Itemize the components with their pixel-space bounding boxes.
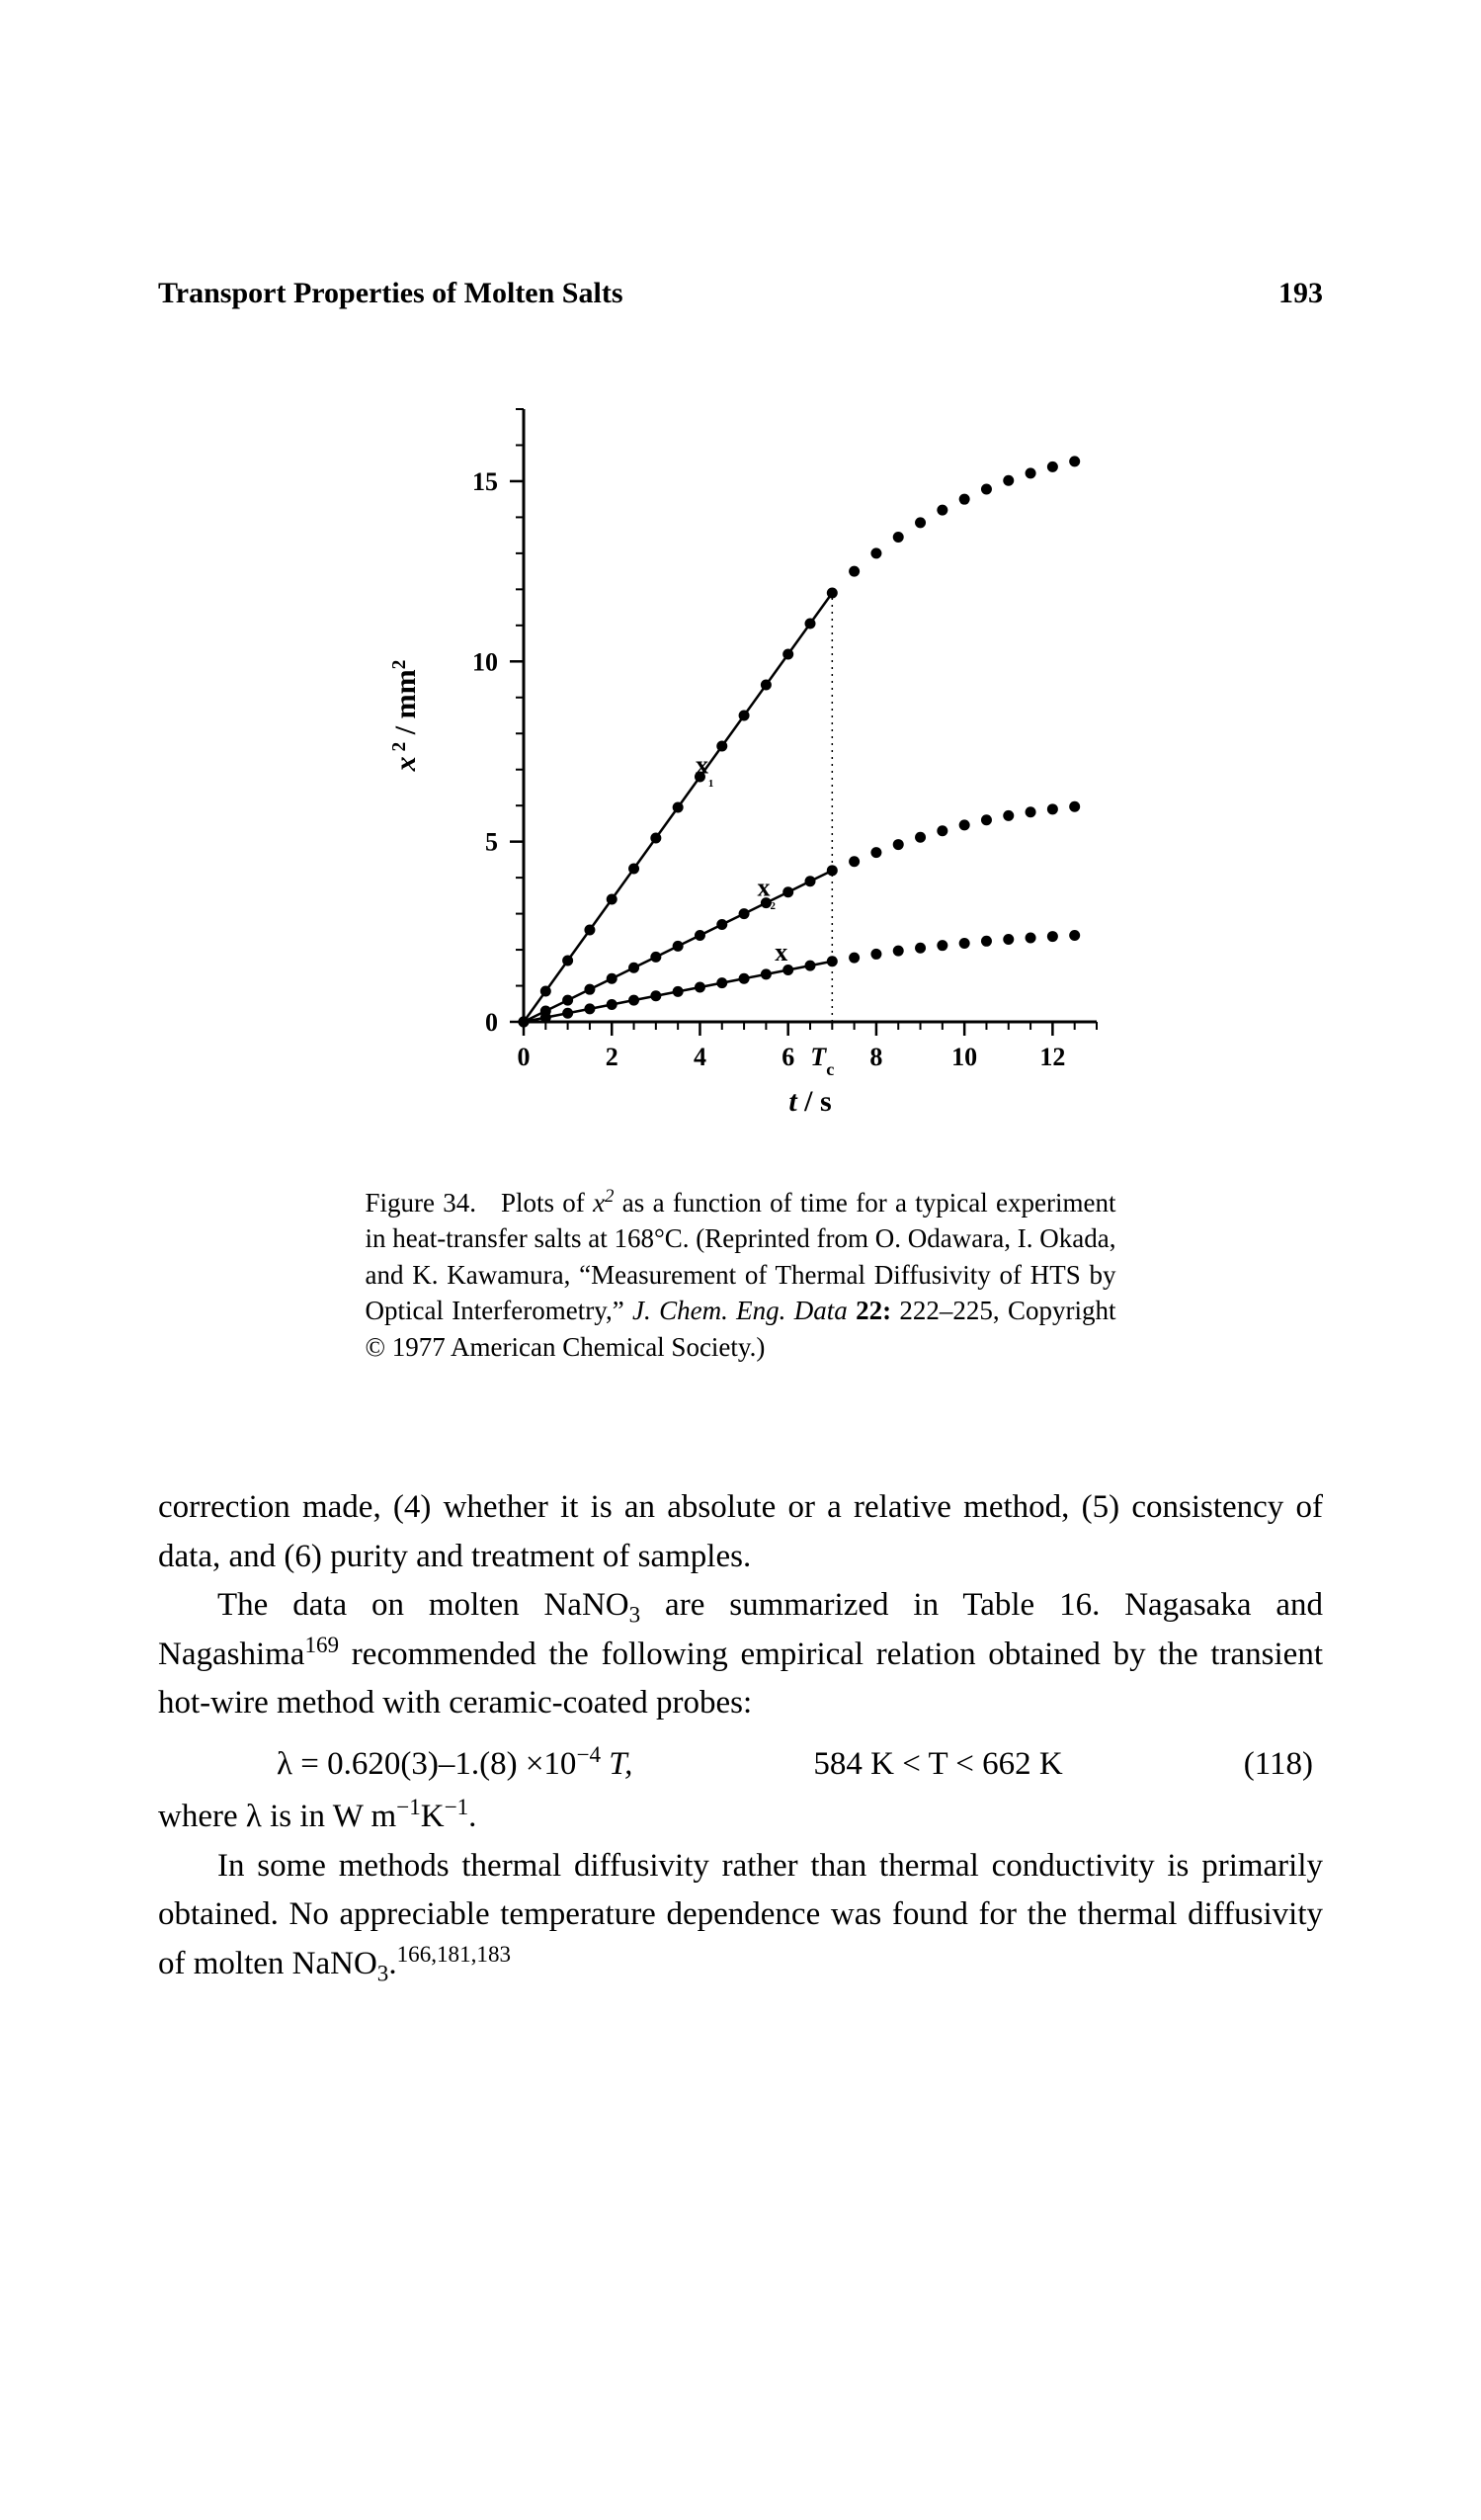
figure-caption: Figure 34. Plots of x2 as a function of … (366, 1185, 1116, 1365)
p2-sub: 3 (629, 1602, 641, 1628)
p3c: . (468, 1799, 476, 1834)
p4: In some methods thermal diffusivity rath… (158, 1842, 1323, 1989)
p3a: where λ is in W m (158, 1799, 396, 1834)
svg-text:10: 10 (951, 1043, 977, 1071)
eq-left: λ = 0.620(3)–1.(8) ×10−4 T, (158, 1740, 632, 1790)
svg-text:15: 15 (472, 467, 498, 496)
eq-lhs: λ = 0.620(3)–1.(8) ×10 (277, 1746, 576, 1782)
figure-chart: 024681012051015Tcx₁x₂x₃t / sx 2 / mm2 (356, 389, 1126, 1140)
p3b: K (421, 1799, 445, 1834)
eq-exp: −4 (576, 1741, 601, 1767)
p2-sup: 169 (304, 1632, 339, 1657)
running-head: Transport Properties of Molten Salts (158, 277, 623, 310)
p4sub: 3 (377, 1960, 389, 1985)
caption-figno: Figure 34. (366, 1188, 477, 1218)
equation-118: λ = 0.620(3)–1.(8) ×10−4 T, 584 K < T < … (158, 1740, 1323, 1790)
eq-range-wrap: 584 K < T < 662 K (813, 1740, 1062, 1790)
figure-svg-wrap: 024681012051015Tcx₁x₂x₃t / sx 2 / mm2 (356, 389, 1126, 1145)
svg-text:4: 4 (693, 1043, 705, 1071)
p2a: The data on molten NaNO (217, 1587, 629, 1623)
svg-text:6: 6 (782, 1043, 794, 1071)
eq-T: T, (601, 1746, 632, 1782)
svg-text:8: 8 (869, 1043, 882, 1071)
svg-text:0: 0 (485, 1008, 498, 1037)
caption-exp: 2 (605, 1186, 614, 1207)
p3s2: −1 (445, 1794, 469, 1819)
svg-text:t / s: t / s (788, 1085, 831, 1118)
p3s1: −1 (396, 1794, 421, 1819)
svg-text:x 2 / mm2: x 2 / mm2 (388, 660, 422, 773)
caption-vol: 22: (848, 1296, 891, 1325)
p4a: In some methods thermal diffusivity rath… (158, 1848, 1323, 1981)
figure-34: 024681012051015Tcx₁x₂x₃t / sx 2 / mm2 (158, 389, 1323, 1145)
svg-text:0: 0 (517, 1043, 530, 1071)
svg-text:5: 5 (485, 828, 498, 857)
svg-text:12: 12 (1039, 1043, 1065, 1071)
page-header: Transport Properties of Molten Salts 193 (158, 277, 1323, 310)
p3: where λ is in W m−1K−1. (158, 1793, 1323, 1842)
p4sup: 166,181,183 (397, 1941, 511, 1967)
p1: correction made, (4) whether it is an ab… (158, 1483, 1323, 1581)
page-number: 193 (1278, 277, 1323, 310)
p4b: . (388, 1946, 396, 1981)
p2: The data on molten NaNO3 are summarized … (158, 1581, 1323, 1728)
svg-text:10: 10 (472, 647, 498, 676)
svg-text:2: 2 (605, 1043, 617, 1071)
eq-num: (118) (1244, 1740, 1323, 1790)
svg-text:Tc: Tc (810, 1043, 834, 1079)
caption-journal: J. Chem. Eng. Data (632, 1296, 848, 1325)
body-text: correction made, (4) whether it is an ab… (158, 1483, 1323, 1988)
caption-lead: Plots of (501, 1188, 593, 1218)
eq-range: 584 K < T < 662 K (813, 1746, 1062, 1782)
caption-var: x (593, 1188, 605, 1218)
